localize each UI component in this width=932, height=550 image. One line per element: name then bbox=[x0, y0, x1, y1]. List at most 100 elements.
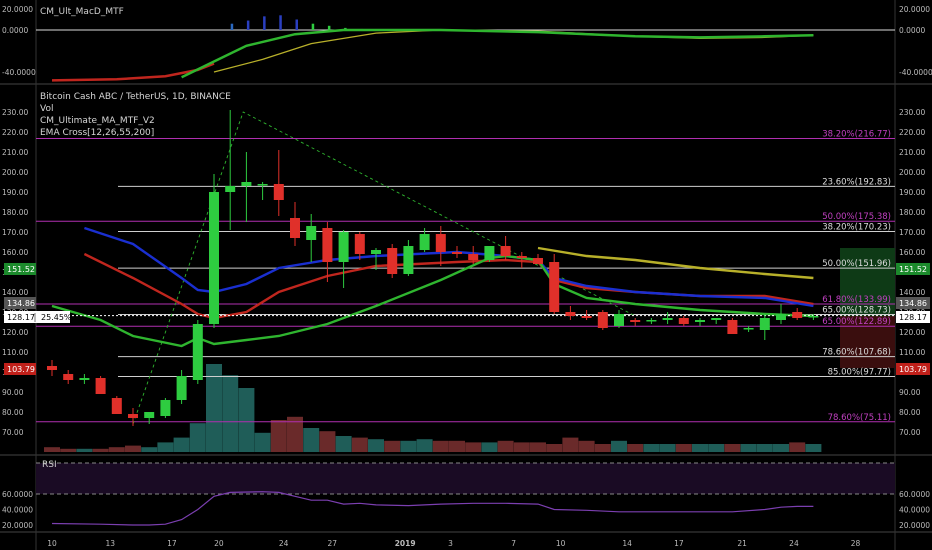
macd-axis-label-right: 20.0000 bbox=[899, 5, 930, 14]
price-axis-label-right: 140.00 bbox=[899, 288, 925, 297]
candle-body bbox=[630, 320, 641, 322]
price-axis-label-right: 160.00 bbox=[899, 248, 925, 257]
time-axis-label: 28 bbox=[851, 539, 861, 548]
fib-level-label: 65.00%(122.89) bbox=[822, 317, 891, 327]
ema-legend: EMA Cross[12,26,55,200] bbox=[40, 128, 154, 138]
price-axis-label-left: 160.00 bbox=[2, 248, 28, 257]
candle-body bbox=[354, 234, 365, 254]
time-axis-label: 17 bbox=[167, 539, 177, 548]
macd-pane: 20.0000 0.0000 -40.0000 20.0000 0.0000 -40.0… bbox=[2, 5, 932, 82]
candle-body bbox=[695, 320, 705, 322]
candle-body bbox=[792, 312, 803, 318]
right-badge-103: 103.79 bbox=[899, 365, 927, 374]
volume-bar bbox=[270, 420, 287, 452]
macd-axis-label-left: 0.0000 bbox=[2, 26, 28, 35]
fib-level-label: 85.00%(97.77) bbox=[828, 367, 891, 377]
candle-body bbox=[128, 414, 138, 418]
price-axis-label-right: 210.00 bbox=[899, 148, 925, 157]
time-axis-label: 7 bbox=[511, 539, 516, 548]
volume-bar bbox=[627, 444, 644, 452]
right-badge-134: 134.86 bbox=[899, 299, 927, 308]
time-axis-label: 10 bbox=[556, 539, 566, 548]
price-axis-label-left: 80.00 bbox=[2, 408, 24, 417]
macd-histogram-bar bbox=[246, 20, 250, 30]
volume-bar bbox=[578, 440, 595, 452]
time-axis-label: 20 bbox=[214, 539, 224, 548]
volume-bar bbox=[108, 447, 125, 452]
price-axis-label-left: 210.00 bbox=[2, 148, 28, 157]
price-axis-label-left: 180.00 bbox=[2, 208, 28, 217]
fib-level-label: 50.00%(151.96) bbox=[822, 259, 891, 269]
candle-body bbox=[306, 226, 317, 240]
candle-body bbox=[257, 184, 268, 186]
price-axis-label-right: 190.00 bbox=[899, 188, 925, 197]
candle-body bbox=[759, 318, 770, 330]
volume-bar bbox=[546, 444, 563, 452]
candle-body bbox=[678, 318, 689, 324]
candle-body bbox=[225, 186, 236, 192]
candle-body bbox=[160, 400, 171, 416]
candle-body bbox=[549, 262, 560, 312]
volume-bar bbox=[335, 436, 352, 452]
volume-bar bbox=[530, 442, 546, 452]
candle-body bbox=[711, 318, 722, 320]
fib-level-label: 23.60%(192.83) bbox=[822, 177, 891, 187]
candle-body bbox=[371, 250, 381, 254]
volume-bar bbox=[254, 432, 271, 452]
volume-bar bbox=[303, 428, 320, 452]
macd-histogram-bar bbox=[230, 23, 234, 30]
candle-body bbox=[338, 232, 349, 262]
price-axis-label-left: 140.00 bbox=[2, 288, 28, 297]
candle-body bbox=[452, 252, 462, 254]
ma-legend: CM_Ultimate_MA_MTF_V2 bbox=[40, 116, 155, 126]
short-zone bbox=[840, 316, 895, 368]
candle-body bbox=[597, 312, 608, 328]
volume-bar bbox=[740, 444, 757, 452]
candle-body bbox=[662, 318, 673, 320]
volume-bar bbox=[562, 437, 579, 452]
price-axis-label-left: 190.00 bbox=[2, 188, 28, 197]
macd-title: CM_Ult_MacD_MTF bbox=[40, 7, 124, 17]
price-axis-label-left: 170.00 bbox=[2, 228, 28, 237]
rsi-axis-label-right: 20.0000 bbox=[899, 521, 930, 530]
left-badge-103: 103.79 bbox=[7, 365, 35, 374]
volume-bar bbox=[594, 444, 611, 452]
volume-bar bbox=[805, 444, 822, 452]
candle-body bbox=[484, 246, 495, 260]
price-axis-label-left: 70.00 bbox=[2, 428, 24, 437]
candle-body bbox=[403, 246, 414, 274]
volume-bar bbox=[173, 437, 190, 452]
ema-26-line bbox=[84, 226, 814, 308]
right-badge-103-bg bbox=[896, 363, 930, 375]
volume-bar bbox=[351, 437, 368, 452]
volume-bar bbox=[643, 444, 660, 452]
candle-body bbox=[565, 312, 576, 316]
right-badge-128-bg bbox=[896, 311, 930, 323]
price-axis-label-left: 230.00 bbox=[2, 108, 28, 117]
volume-bar bbox=[432, 440, 449, 452]
volume-bar bbox=[465, 442, 482, 452]
macd-axis-label-right: 0.0000 bbox=[899, 26, 925, 35]
volume-bar bbox=[222, 375, 239, 452]
candle-body bbox=[727, 320, 738, 334]
candle-body bbox=[176, 376, 187, 400]
volume-bar bbox=[481, 442, 498, 452]
macd-axis-label-left: 20.0000 bbox=[2, 5, 33, 14]
volume-bar bbox=[125, 445, 141, 452]
candle-body bbox=[241, 182, 252, 186]
candle-body bbox=[95, 378, 106, 394]
volume-bar bbox=[675, 444, 692, 452]
candle-body bbox=[290, 218, 300, 238]
fib-level-label: 38.20%(216.77) bbox=[822, 129, 891, 139]
volume-bar bbox=[756, 444, 773, 452]
volume-bar bbox=[92, 448, 109, 452]
price-axis-label-right: 80.00 bbox=[899, 408, 921, 417]
ema-200-line bbox=[537, 246, 814, 280]
volume-bar bbox=[319, 431, 336, 452]
candle-body bbox=[79, 378, 90, 380]
rsi-axis-label-right: 60.0000 bbox=[899, 490, 930, 499]
price-axis-label-right: 220.00 bbox=[899, 128, 925, 137]
fib-level-label: 65.00%(128.73) bbox=[822, 306, 891, 316]
candle-body bbox=[468, 254, 479, 260]
right-badge-151: 151.52 bbox=[899, 265, 927, 274]
